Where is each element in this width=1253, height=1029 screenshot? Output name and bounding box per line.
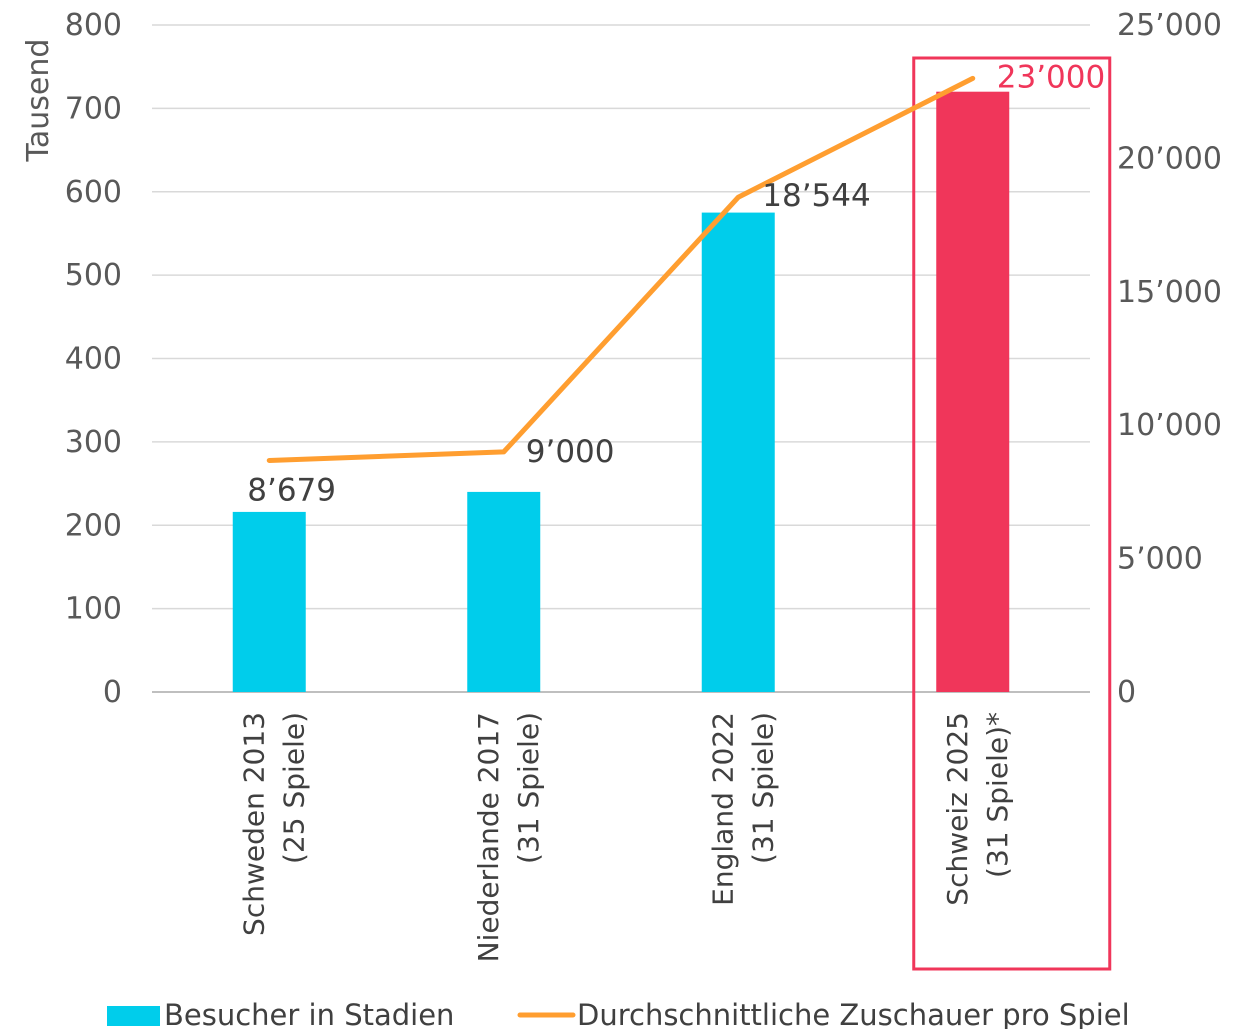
y-tick-label: 0 [103,675,122,710]
category-label: Schweden 2013 [237,712,270,936]
legend-label-line: Durchschnittliche Zuschauer pro Spiel [577,998,1130,1029]
y2-tick-label: 5’000 [1117,542,1203,577]
category-label: Niederlande 2017 [472,712,505,962]
bar [936,91,1010,692]
gridlines [152,24,1090,693]
y-tick-label: 400 [65,342,122,377]
y2-tick-label: 15’000 [1117,275,1222,310]
line-path [266,75,976,463]
y2-tick-label: 25’000 [1117,8,1222,43]
category-label: England 2022 [706,712,739,906]
bar [467,491,541,692]
y-tick-label: 100 [65,592,122,627]
data-label: 8’679 [247,472,336,508]
y-tick-label: 500 [65,258,122,293]
highlight-frame [912,56,1112,971]
y-tick-label: 700 [65,91,122,126]
category-label: (31 Spiele) [746,712,779,864]
y2-tick-label: 0 [1117,675,1136,710]
bar-series [232,91,1010,692]
y-axis-title: Tausend [21,39,56,163]
y-tick-label: 300 [65,425,122,460]
y-tick-label: 800 [65,8,122,43]
bar [232,511,306,692]
line-series [266,75,976,463]
legend-label-bars: Besucher in Stadien [164,998,454,1029]
category-label: (25 Spiele) [277,712,310,864]
right-axis-ticks: 0 5’000 10’000 15’000 20’000 25’000 [1117,8,1222,710]
data-label: 9’000 [526,434,615,470]
left-axis-ticks: 0 100 200 300 400 500 600 700 800 [65,8,122,710]
data-label: 23’000 [997,59,1105,95]
category-labels: Schweden 2013 (25 Spiele) Niederlande 2017… [237,712,1014,962]
category-label: (31 Spiele)* [981,712,1014,878]
category-label: (31 Spiele) [512,712,545,864]
legend-swatch-bars [107,1006,160,1026]
y-tick-label: 200 [65,508,122,543]
data-labels: 8’679 9’000 18’544 23’000 [247,59,1105,508]
y2-tick-label: 20’000 [1117,141,1222,176]
bar [701,212,775,692]
legend: Besucher in Stadien Durchschnittliche Zu… [107,998,1130,1029]
data-label: 18’544 [762,178,870,214]
y-tick-label: 600 [65,175,122,210]
category-label: Schweiz 2025 [941,712,974,906]
y2-tick-label: 10’000 [1117,408,1222,443]
